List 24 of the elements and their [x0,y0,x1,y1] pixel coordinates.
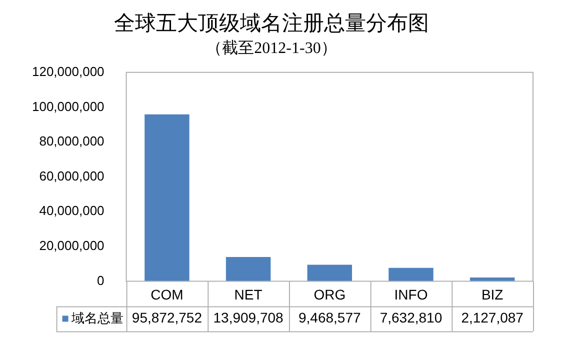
y-tick-label: 40,000,000 [39,203,104,218]
x-tick-label: NET [234,286,263,302]
y-tick-label: 60,000,000 [39,168,104,184]
bar [388,268,434,282]
x-tick-label: ORG [314,286,346,302]
x-tick-label: INFO [394,286,428,302]
y-tick-label: 20,000,000 [39,238,104,253]
legend-label: 域名总量 [70,310,124,326]
bar [226,256,271,282]
y-tick-label: 80,000,000 [39,134,104,149]
y-tick-label: 0 [97,272,104,288]
chart-subtitle: （截至2012-1-30） [206,39,337,58]
bar [307,264,352,282]
chart-title: 全球五大顶级域名注册总量分布图 [114,11,429,36]
data-label: 9,468,577 [298,310,361,326]
x-tick-label: BIZ [481,286,504,302]
data-label: 2,127,087 [461,310,524,326]
x-tick-label: COM [150,286,184,302]
data-label: 7,632,810 [380,310,442,326]
bar [144,114,190,282]
y-tick-label: 120,000,000 [32,64,104,79]
y-tick-label: 100,000,000 [32,98,104,114]
data-label: 95,872,752 [132,310,202,326]
data-label: 13,909,708 [213,310,284,326]
